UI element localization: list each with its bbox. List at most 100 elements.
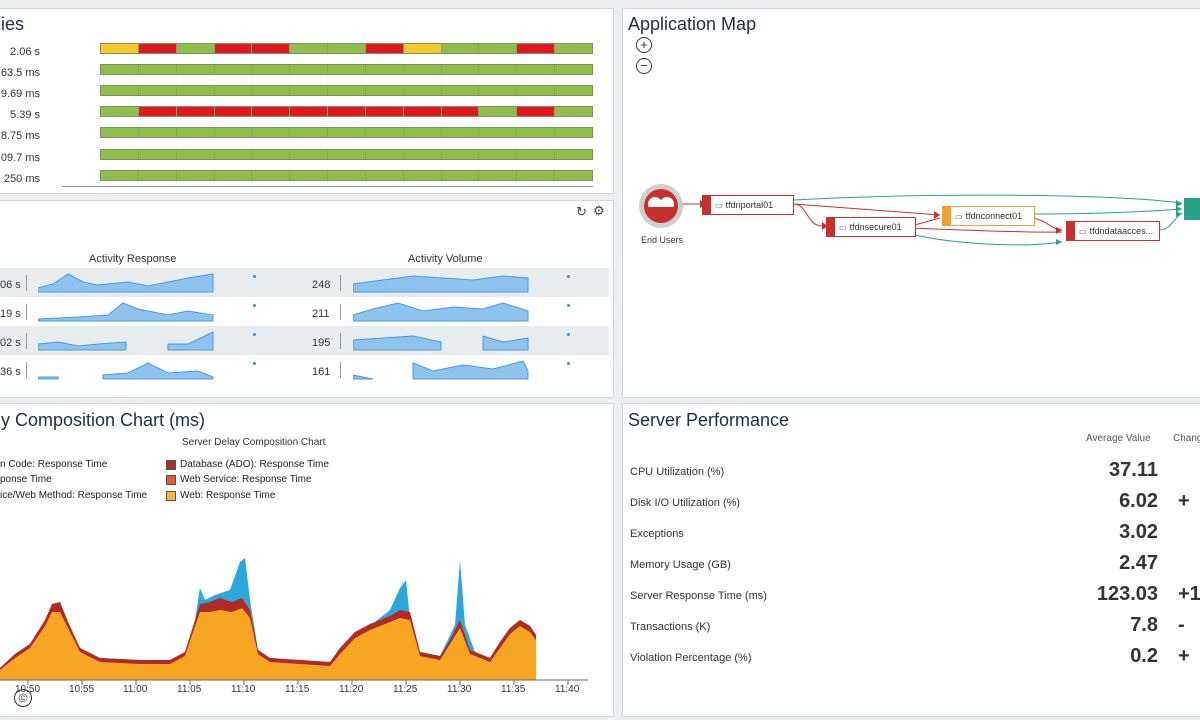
status-segment[interactable] [479,128,518,137]
zoom-out-button[interactable]: − [636,58,652,74]
status-segment[interactable] [517,86,556,95]
status-bar-row[interactable] [100,170,593,181]
zoom-in-button[interactable]: + [636,37,652,53]
status-segment[interactable] [328,171,366,180]
node-tfdndataaccess[interactable]: ▭ tfdndataacces... [1066,221,1160,241]
status-segment[interactable] [176,171,215,180]
status-segment[interactable] [479,65,518,74]
status-segment[interactable] [328,150,366,159]
status-segment[interactable] [101,65,139,74]
status-segment[interactable] [441,150,480,159]
status-segment[interactable] [403,107,442,116]
status-segment[interactable] [365,44,404,53]
status-segment[interactable] [138,171,177,180]
status-segment[interactable] [441,44,480,53]
status-bar-row[interactable] [100,127,593,138]
status-segment[interactable] [365,86,404,95]
node-tfdnsecure01[interactable]: ▭ tfdnsecure01 [826,217,916,237]
status-segment[interactable] [555,86,592,95]
status-segment[interactable] [290,65,329,74]
status-segment[interactable] [290,171,329,180]
status-bar-row[interactable] [100,85,593,96]
status-segment[interactable] [214,150,253,159]
status-segment[interactable] [290,86,329,95]
status-segment[interactable] [138,128,177,137]
status-segment[interactable] [252,107,291,116]
status-segment[interactable] [176,65,215,74]
status-segment[interactable] [403,44,442,53]
status-bar-row[interactable] [100,64,593,75]
status-segment[interactable] [290,150,329,159]
status-segment[interactable] [441,65,480,74]
status-segment[interactable] [176,128,215,137]
status-segment[interactable] [403,171,442,180]
status-segment[interactable] [214,107,253,116]
status-segment[interactable] [138,44,177,53]
status-segment[interactable] [101,171,139,180]
status-segment[interactable] [214,128,253,137]
refresh-icon[interactable]: ↻ [576,204,587,219]
status-segment[interactable] [479,150,518,159]
status-segment[interactable] [517,171,556,180]
status-segment[interactable] [138,107,177,116]
status-segment[interactable] [479,86,518,95]
status-segment[interactable] [441,107,480,116]
status-segment[interactable] [252,65,291,74]
status-segment[interactable] [101,44,139,53]
status-segment[interactable] [555,65,592,74]
status-segment[interactable] [365,171,404,180]
node-tfdnconnect01[interactable]: ▭ tfdnconnect01 [942,206,1035,226]
status-segment[interactable] [555,171,592,180]
status-segment[interactable] [290,44,329,53]
status-segment[interactable] [176,44,215,53]
status-segment[interactable] [252,150,291,159]
node-tfdnportal01[interactable]: ▭ tfdnportal01 [702,195,794,215]
status-segment[interactable] [365,128,404,137]
status-bar-row[interactable] [100,149,593,160]
status-segment[interactable] [214,65,253,74]
status-segment[interactable] [252,171,291,180]
status-segment[interactable] [214,171,253,180]
status-segment[interactable] [214,44,253,53]
status-segment[interactable] [479,44,518,53]
status-segment[interactable] [403,65,442,74]
status-segment[interactable] [176,86,215,95]
status-segment[interactable] [176,107,215,116]
status-segment[interactable] [555,128,592,137]
status-segment[interactable] [328,44,366,53]
status-segment[interactable] [252,128,291,137]
status-segment[interactable] [138,86,177,95]
status-segment[interactable] [555,44,592,53]
status-segment[interactable] [290,128,329,137]
status-segment[interactable] [479,107,518,116]
status-segment[interactable] [555,107,592,116]
status-segment[interactable] [555,150,592,159]
status-segment[interactable] [252,86,291,95]
status-segment[interactable] [517,107,556,116]
status-segment[interactable] [176,150,215,159]
status-segment[interactable] [365,150,404,159]
status-segment[interactable] [101,86,139,95]
status-bar-row[interactable] [100,106,593,117]
status-segment[interactable] [138,150,177,159]
gear-icon[interactable]: ⚙ [593,203,605,218]
status-segment[interactable] [403,86,442,95]
status-segment[interactable] [101,128,139,137]
status-segment[interactable] [441,86,480,95]
status-segment[interactable] [517,150,556,159]
status-segment[interactable] [290,107,329,116]
status-segment[interactable] [403,128,442,137]
status-segment[interactable] [441,171,480,180]
status-segment[interactable] [138,65,177,74]
status-bar-row[interactable] [100,43,593,54]
status-segment[interactable] [517,128,556,137]
status-segment[interactable] [252,44,291,53]
status-segment[interactable] [479,171,518,180]
status-segment[interactable] [517,44,556,53]
status-segment[interactable] [517,65,556,74]
status-segment[interactable] [101,107,139,116]
status-segment[interactable] [101,150,139,159]
status-segment[interactable] [365,107,404,116]
status-segment[interactable] [441,128,480,137]
status-segment[interactable] [328,107,366,116]
